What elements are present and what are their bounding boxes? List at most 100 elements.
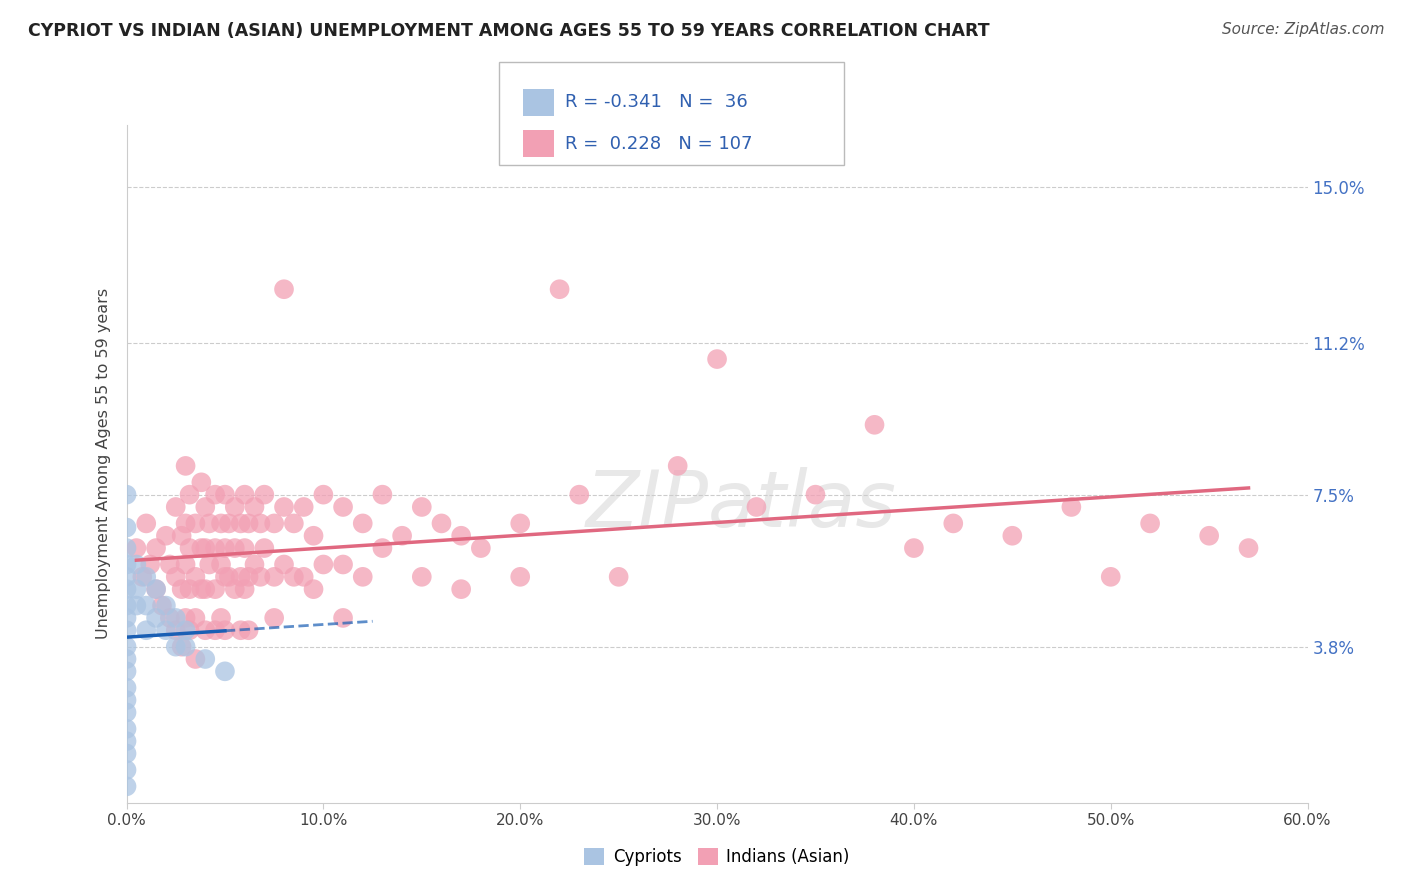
Point — [1198, 529, 1220, 543]
Point — [165, 624, 187, 638]
Point — [238, 624, 260, 638]
Point — [115, 652, 138, 666]
Point — [238, 516, 260, 531]
Point — [263, 516, 285, 531]
Point — [155, 529, 177, 543]
Point — [190, 582, 212, 596]
Point — [302, 582, 325, 596]
Point — [198, 558, 221, 572]
Point — [174, 516, 197, 531]
Point — [174, 624, 197, 638]
Point — [204, 582, 226, 596]
Point — [135, 624, 157, 638]
Point — [607, 570, 630, 584]
Point — [165, 500, 187, 514]
Point — [249, 570, 271, 584]
Point — [115, 582, 138, 596]
Point — [214, 488, 236, 502]
Point — [243, 500, 266, 514]
Point — [263, 611, 285, 625]
Point — [229, 516, 252, 531]
Text: R = -0.341   N =  36: R = -0.341 N = 36 — [565, 94, 748, 112]
Point — [115, 747, 138, 761]
Point — [224, 582, 246, 596]
Point — [411, 570, 433, 584]
Point — [155, 624, 177, 638]
Point — [218, 516, 240, 531]
Point — [204, 488, 226, 502]
Point — [229, 570, 252, 584]
Point — [179, 488, 201, 502]
Point — [283, 570, 305, 584]
Point — [312, 488, 335, 502]
Point — [214, 541, 236, 555]
Point — [165, 611, 187, 625]
Legend: Cypriots, Indians (Asian): Cypriots, Indians (Asian) — [578, 841, 856, 872]
Point — [273, 282, 295, 296]
Point — [145, 611, 167, 625]
Point — [238, 570, 260, 584]
Point — [184, 570, 207, 584]
Point — [706, 352, 728, 367]
Point — [1237, 541, 1260, 555]
Point — [125, 558, 148, 572]
Text: Source: ZipAtlas.com: Source: ZipAtlas.com — [1222, 22, 1385, 37]
Point — [165, 640, 187, 654]
Y-axis label: Unemployment Among Ages 55 to 59 years: Unemployment Among Ages 55 to 59 years — [96, 288, 111, 640]
Point — [229, 624, 252, 638]
Point — [125, 582, 148, 596]
Point — [253, 541, 276, 555]
Point — [115, 681, 138, 695]
Point — [204, 624, 226, 638]
Point — [135, 599, 157, 613]
Point — [174, 611, 197, 625]
Point — [170, 640, 193, 654]
Point — [332, 558, 354, 572]
Point — [115, 599, 138, 613]
Point — [371, 488, 394, 502]
Point — [179, 541, 201, 555]
Point — [1099, 570, 1122, 584]
Point — [150, 599, 173, 613]
Point — [115, 488, 138, 502]
Point — [430, 516, 453, 531]
Point — [190, 541, 212, 555]
Point — [135, 570, 157, 584]
Point — [863, 417, 886, 432]
Point — [450, 529, 472, 543]
Text: ZIPatlas: ZIPatlas — [585, 467, 896, 542]
Point — [292, 570, 315, 584]
Point — [233, 488, 256, 502]
Point — [198, 516, 221, 531]
Point — [214, 665, 236, 679]
Point — [548, 282, 571, 296]
Point — [184, 611, 207, 625]
Point — [942, 516, 965, 531]
Point — [470, 541, 492, 555]
Point — [115, 570, 138, 584]
Point — [745, 500, 768, 514]
Point — [352, 516, 374, 531]
Point — [194, 541, 217, 555]
Point — [159, 611, 181, 625]
Point — [209, 558, 232, 572]
Point — [249, 516, 271, 531]
Text: CYPRIOT VS INDIAN (ASIAN) UNEMPLOYMENT AMONG AGES 55 TO 59 YEARS CORRELATION CHA: CYPRIOT VS INDIAN (ASIAN) UNEMPLOYMENT A… — [28, 22, 990, 40]
Point — [155, 599, 177, 613]
Point — [174, 640, 197, 654]
Point — [184, 652, 207, 666]
Point — [243, 558, 266, 572]
Point — [214, 624, 236, 638]
Point — [568, 488, 591, 502]
Point — [115, 706, 138, 720]
Point — [115, 722, 138, 736]
Point — [145, 582, 167, 596]
Point — [194, 652, 217, 666]
Point — [115, 693, 138, 707]
Point — [312, 558, 335, 572]
Point — [131, 570, 153, 584]
Point — [302, 529, 325, 543]
Point — [125, 599, 148, 613]
Point — [411, 500, 433, 514]
Point — [218, 570, 240, 584]
